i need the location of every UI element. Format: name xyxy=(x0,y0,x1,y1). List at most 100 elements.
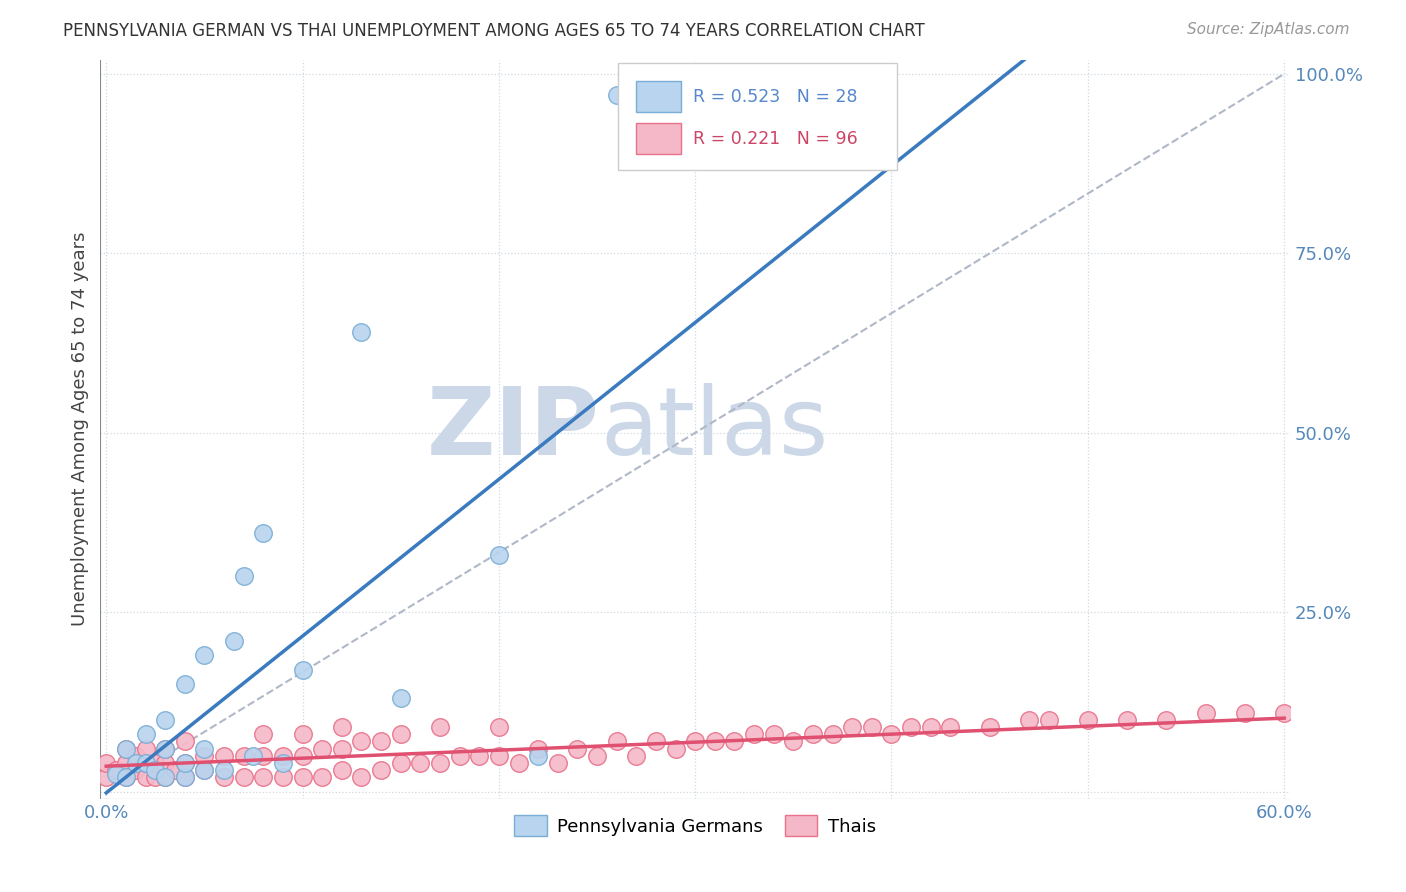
Point xyxy=(527,748,550,763)
Point xyxy=(488,720,510,734)
Text: R = 0.523   N = 28: R = 0.523 N = 28 xyxy=(693,88,858,106)
Point xyxy=(1371,713,1393,727)
Point xyxy=(330,741,353,756)
Point xyxy=(664,741,686,756)
Point xyxy=(1116,713,1139,727)
Point xyxy=(389,691,412,706)
Point xyxy=(841,720,863,734)
Point xyxy=(409,756,432,770)
Point xyxy=(212,763,235,777)
Point xyxy=(105,766,128,780)
Point xyxy=(429,756,451,770)
Point xyxy=(1391,706,1406,720)
Point xyxy=(311,770,333,784)
Point xyxy=(429,720,451,734)
Point xyxy=(125,748,148,763)
Point xyxy=(212,748,235,763)
Point xyxy=(153,770,176,784)
Point xyxy=(134,756,156,770)
Point xyxy=(860,720,883,734)
Point xyxy=(330,720,353,734)
Point xyxy=(153,756,176,770)
Point xyxy=(115,756,138,770)
Point xyxy=(723,734,745,748)
Point xyxy=(153,741,176,756)
Point xyxy=(1038,713,1060,727)
Point xyxy=(173,770,195,784)
Point xyxy=(291,727,314,741)
Point xyxy=(134,727,156,741)
Point xyxy=(232,770,254,784)
Text: Source: ZipAtlas.com: Source: ZipAtlas.com xyxy=(1187,22,1350,37)
Point xyxy=(193,763,215,777)
Point xyxy=(153,770,176,784)
Point xyxy=(134,756,156,770)
Point xyxy=(979,720,1001,734)
Point xyxy=(508,756,530,770)
Point xyxy=(567,741,589,756)
Point xyxy=(143,756,166,770)
Point xyxy=(271,748,294,763)
Point xyxy=(1312,706,1334,720)
Point xyxy=(143,770,166,784)
Point xyxy=(193,648,215,663)
FancyBboxPatch shape xyxy=(636,81,681,112)
Point xyxy=(330,763,353,777)
Point xyxy=(920,720,942,734)
Point xyxy=(703,734,725,748)
Point xyxy=(222,634,245,648)
Point xyxy=(586,748,609,763)
Point xyxy=(193,763,215,777)
Point xyxy=(173,756,195,770)
Text: ZIP: ZIP xyxy=(427,384,600,475)
Point xyxy=(232,569,254,583)
Point xyxy=(271,756,294,770)
Text: atlas: atlas xyxy=(600,384,828,475)
Point xyxy=(626,748,648,763)
Text: R = 0.221   N = 96: R = 0.221 N = 96 xyxy=(693,130,858,148)
Point xyxy=(291,770,314,784)
Point xyxy=(1077,713,1099,727)
Legend: Pennsylvania Germans, Thais: Pennsylvania Germans, Thais xyxy=(505,806,886,846)
Point xyxy=(1331,713,1354,727)
Point xyxy=(212,770,235,784)
Point xyxy=(252,526,274,541)
Point xyxy=(527,741,550,756)
Point xyxy=(173,756,195,770)
Point xyxy=(252,727,274,741)
Point xyxy=(645,734,668,748)
Point xyxy=(547,756,569,770)
Point xyxy=(1018,713,1040,727)
FancyBboxPatch shape xyxy=(617,63,897,170)
Point xyxy=(105,763,128,777)
Point xyxy=(193,748,215,763)
Point xyxy=(1233,706,1256,720)
Point xyxy=(821,727,844,741)
Point xyxy=(153,713,176,727)
Point xyxy=(606,88,628,103)
Point xyxy=(291,663,314,677)
Point xyxy=(252,748,274,763)
Point xyxy=(370,763,392,777)
Point xyxy=(370,734,392,748)
Point xyxy=(762,727,785,741)
Point xyxy=(115,770,138,784)
Point xyxy=(880,727,903,741)
Point xyxy=(449,748,471,763)
Point xyxy=(1351,706,1374,720)
Point xyxy=(1292,713,1315,727)
Point xyxy=(291,748,314,763)
Point xyxy=(242,748,264,763)
Point xyxy=(1194,706,1216,720)
Point xyxy=(488,748,510,763)
Point xyxy=(115,770,138,784)
Point xyxy=(350,770,373,784)
Point xyxy=(389,756,412,770)
Point xyxy=(173,770,195,784)
Point xyxy=(468,748,491,763)
Point xyxy=(96,756,118,770)
Point xyxy=(939,720,962,734)
Point xyxy=(173,677,195,691)
Point xyxy=(900,720,922,734)
Point xyxy=(163,763,186,777)
